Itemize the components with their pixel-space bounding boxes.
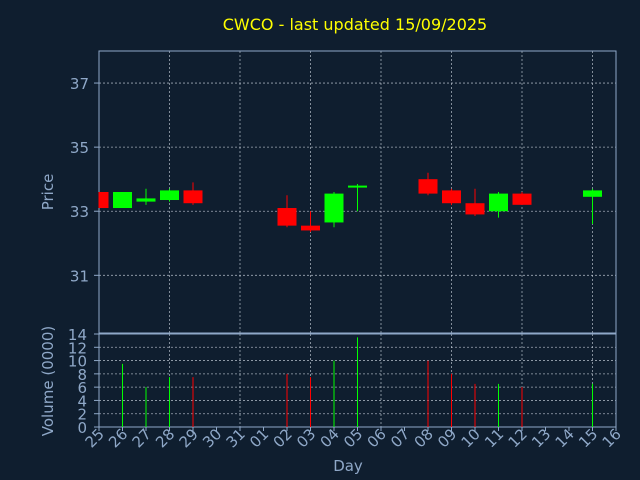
x-tick-label: 12 — [505, 425, 531, 451]
x-tick-label: 16 — [599, 425, 625, 451]
volume-tick-label: 0 — [77, 419, 87, 437]
price-axis-label: Price — [39, 174, 57, 211]
price-tick-label: 31 — [70, 267, 89, 285]
x-tick-label: 27 — [129, 425, 155, 451]
price-tick-label: 35 — [70, 139, 89, 157]
candles — [98, 172, 602, 233]
candle-body — [489, 193, 508, 212]
x-tick-label: 01 — [246, 425, 272, 451]
volume-tick-label: 6 — [77, 379, 87, 397]
volume-bars — [122, 337, 593, 427]
x-tick-label: 29 — [176, 425, 202, 451]
x-tick-label: 02 — [270, 425, 296, 451]
candle-body — [418, 179, 438, 194]
candle-body — [348, 185, 367, 188]
x-tick-label: 04 — [317, 425, 343, 451]
candle-body — [465, 203, 485, 215]
x-tick-label: 06 — [364, 425, 390, 451]
volume-tick-label: 4 — [77, 392, 87, 410]
x-tick-label: 15 — [575, 425, 601, 451]
chart-title: CWCO - last updated 15/09/2025 — [223, 15, 487, 34]
volume-tick-label: 14 — [68, 326, 87, 344]
volume-tick-label: 12 — [68, 339, 87, 357]
candle-body — [512, 193, 532, 205]
candle-body — [136, 198, 156, 202]
x-tick-label: 07 — [387, 425, 413, 451]
candle-body — [583, 190, 602, 197]
x-tick-label: 11 — [481, 425, 507, 451]
x-tick-label: 10 — [458, 425, 484, 451]
candle-body — [183, 190, 203, 204]
volume-axis-label: Volume (0000) — [39, 326, 57, 436]
x-tick-label: 26 — [105, 425, 131, 451]
candle-body — [442, 190, 461, 204]
x-tick-label: 13 — [528, 425, 554, 451]
x-axis: 2526272829303101020304050607080910111213… — [82, 425, 625, 451]
price-axis: 31 33 35 37 — [70, 75, 99, 285]
x-tick-label: 09 — [434, 425, 460, 451]
x-tick-label: 14 — [552, 425, 578, 451]
volume-tick-label: 2 — [77, 406, 87, 424]
price-tick-label: 37 — [70, 75, 89, 93]
candle-body — [301, 225, 320, 231]
x-tick-label: 08 — [411, 425, 437, 451]
candle-body — [113, 192, 132, 209]
x-tick-label: 30 — [199, 425, 225, 451]
volume-tick-label: 10 — [68, 353, 87, 371]
candle-body — [160, 190, 179, 201]
candle-body — [99, 192, 109, 209]
volume-tick-label: 8 — [77, 366, 87, 384]
x-tick-label: 31 — [223, 425, 249, 451]
price-tick-label: 33 — [70, 203, 89, 221]
x-tick-label: 28 — [152, 425, 178, 451]
candle-body — [277, 208, 297, 226]
x-tick-label: 05 — [340, 425, 366, 451]
candle-body — [324, 193, 344, 223]
x-axis-label: Day — [333, 457, 363, 475]
x-tick-label: 03 — [293, 425, 319, 451]
